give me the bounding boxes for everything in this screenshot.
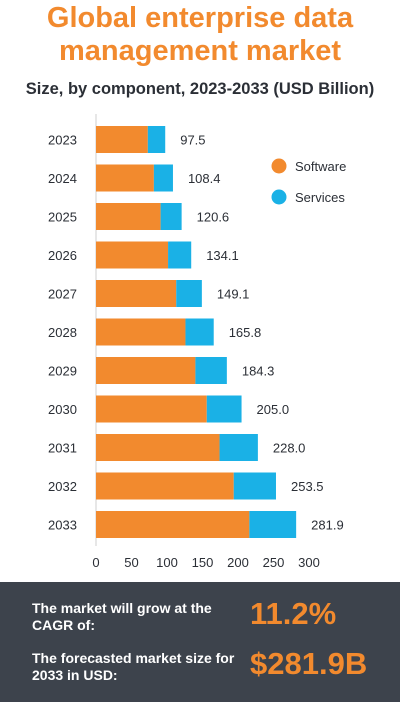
title-line-2: management market — [58, 35, 342, 67]
bar-services — [153, 164, 173, 192]
y-tick-label: 2024 — [48, 171, 77, 186]
bar-services — [219, 434, 258, 461]
data-label: 253.5 — [291, 479, 324, 494]
y-tick-label: 2026 — [48, 248, 77, 263]
bar-software — [96, 318, 186, 346]
bar-software — [96, 395, 207, 423]
data-label: 97.5 — [180, 133, 205, 148]
forecast-value: $281.9B — [250, 646, 368, 681]
bar-services — [195, 357, 227, 384]
y-tick-label: 2027 — [48, 287, 77, 302]
data-label: 120.6 — [197, 210, 230, 225]
y-tick-label: 2028 — [48, 325, 77, 340]
title-line-1: Global enterprise data — [46, 2, 354, 34]
data-label: 134.1 — [206, 248, 239, 263]
bar-services — [168, 241, 192, 269]
y-tick-label: 2033 — [48, 518, 77, 533]
legend-label: Services — [295, 190, 345, 205]
bar-services — [249, 511, 297, 538]
y-tick-label: 2023 — [48, 133, 77, 148]
x-tick-label: 50 — [124, 555, 138, 570]
data-label: 228.0 — [273, 441, 306, 456]
bar-chart: 2023 97.5 2024 108.4 2025 120.6 2026 134.1 2027 1… — [48, 114, 346, 570]
bar-software — [96, 164, 154, 192]
forecast-label: The forecasted market size for 2033 in U… — [32, 650, 235, 683]
bar-services — [147, 126, 166, 153]
data-label: 184.3 — [242, 364, 275, 379]
cagr-label: The market will grow at the CAGR of: — [32, 600, 212, 633]
y-tick-label: 2029 — [48, 364, 77, 379]
bar-software — [96, 434, 220, 461]
data-label: 205.0 — [257, 402, 290, 417]
y-tick-label: 2031 — [48, 441, 77, 456]
data-label: 108.4 — [188, 171, 221, 186]
bar-services — [185, 318, 214, 346]
bar-software — [96, 203, 161, 230]
data-label: 149.1 — [217, 287, 250, 302]
bar-services — [206, 395, 242, 423]
bar-services — [176, 280, 202, 307]
bar-software — [96, 280, 177, 307]
bar-software — [96, 511, 250, 538]
y-tick-label: 2032 — [48, 479, 77, 494]
x-tick-label: 250 — [263, 555, 285, 570]
summary-panel: The market will grow at the CAGR of: 11.… — [0, 582, 400, 702]
x-tick-label: 200 — [227, 555, 249, 570]
y-tick-label: 2025 — [48, 210, 77, 225]
legend-label: Software — [295, 159, 346, 174]
bar-services — [160, 203, 182, 230]
bar-services — [233, 472, 276, 500]
bar-software — [96, 357, 196, 384]
cagr-value: 11.2% — [250, 596, 337, 631]
x-tick-label: 150 — [192, 555, 214, 570]
legend-marker — [271, 189, 287, 205]
data-label: 165.8 — [229, 325, 262, 340]
chart-title: Global enterprise data management market — [0, 2, 400, 68]
x-tick-label: 100 — [156, 555, 178, 570]
bar-software — [96, 241, 169, 269]
legend-marker — [271, 158, 287, 174]
x-tick-label: 300 — [298, 555, 320, 570]
data-label: 281.9 — [311, 518, 344, 533]
x-tick-label: 0 — [92, 555, 99, 570]
bar-software — [96, 472, 234, 500]
bar-software — [96, 126, 148, 153]
y-tick-label: 2030 — [48, 402, 77, 417]
chart-subtitle: Size, by component, 2023-2033 (USD Billi… — [25, 80, 375, 98]
